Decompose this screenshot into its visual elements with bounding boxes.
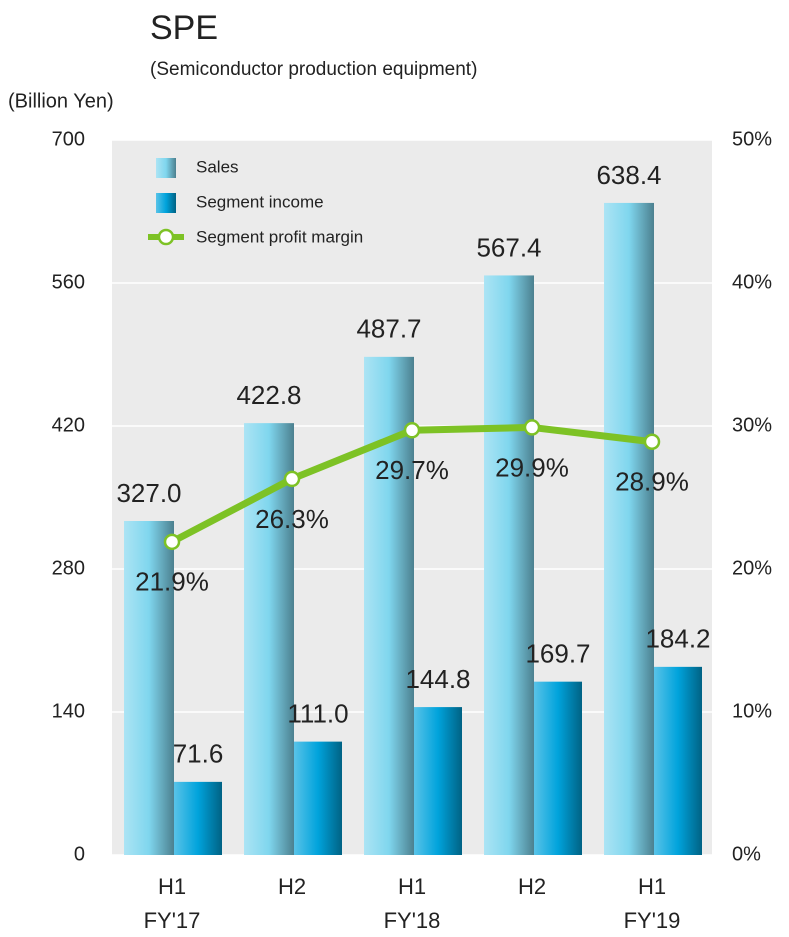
bar	[124, 520, 174, 855]
y2-tick-label: 20%	[732, 557, 772, 579]
x-tick-label: FY'18	[384, 908, 441, 933]
x-tick-label: H1	[638, 874, 666, 899]
x-tick-label: FY'19	[624, 908, 681, 933]
bar	[244, 423, 294, 855]
y2-tick-label: 10%	[732, 700, 772, 722]
bar	[294, 741, 342, 855]
y-tick-label: 0	[74, 843, 85, 865]
data-label: 327.0	[116, 478, 181, 508]
y2-tick-label: 40%	[732, 271, 772, 293]
x-tick-label: H2	[278, 874, 306, 899]
y2-tick-label: 50%	[732, 128, 772, 150]
bar	[414, 707, 462, 855]
legend-label: Segment income	[196, 192, 324, 211]
legend-swatch	[157, 228, 175, 246]
data-label: 29.9%	[495, 452, 569, 482]
y2-tick-label: 0%	[732, 843, 761, 865]
legend-label: Sales	[196, 157, 239, 176]
y-tick-label: 140	[52, 700, 85, 722]
line-marker	[283, 470, 301, 488]
data-label: 487.7	[356, 314, 421, 344]
y-tick-label: 560	[52, 271, 85, 293]
data-label: 28.9%	[615, 467, 689, 497]
y2-tick-label: 30%	[732, 414, 772, 436]
y-axis-label: (Billion Yen)	[8, 90, 114, 112]
x-tick-label: H1	[158, 874, 186, 899]
data-label: 169.7	[525, 639, 590, 669]
line-marker	[163, 533, 181, 551]
data-label: 26.3%	[255, 504, 329, 534]
chart-subtitle: (Semiconductor production equipment)	[150, 59, 477, 80]
line-marker	[523, 419, 541, 436]
data-label: 111.0	[287, 698, 348, 728]
data-label: 184.2	[645, 624, 710, 654]
x-tick-label: H2	[518, 874, 546, 899]
data-label: 29.7%	[375, 455, 449, 485]
bar	[534, 681, 582, 855]
data-label: 144.8	[405, 664, 470, 694]
x-tick-label: FY'17	[144, 908, 201, 933]
y-tick-label: 280	[52, 557, 85, 579]
y-tick-label: 420	[52, 414, 85, 436]
legend-label: Segment profit margin	[196, 227, 363, 246]
x-tick-label: H1	[398, 874, 426, 899]
data-label: 422.8	[236, 380, 301, 410]
bar	[174, 781, 222, 855]
bar	[484, 275, 534, 856]
data-label: 567.4	[476, 232, 541, 262]
y-tick-label: 700	[52, 128, 85, 150]
legend-swatch	[156, 158, 176, 178]
bar	[654, 666, 702, 855]
data-label: 71.6	[173, 739, 224, 769]
legend-swatch	[156, 193, 176, 213]
line-marker	[403, 422, 421, 439]
bar	[604, 202, 654, 856]
chart-title: SPE	[150, 9, 218, 47]
data-label: 21.9%	[135, 567, 209, 597]
data-label: 638.4	[596, 160, 661, 190]
line-marker	[643, 433, 661, 450]
